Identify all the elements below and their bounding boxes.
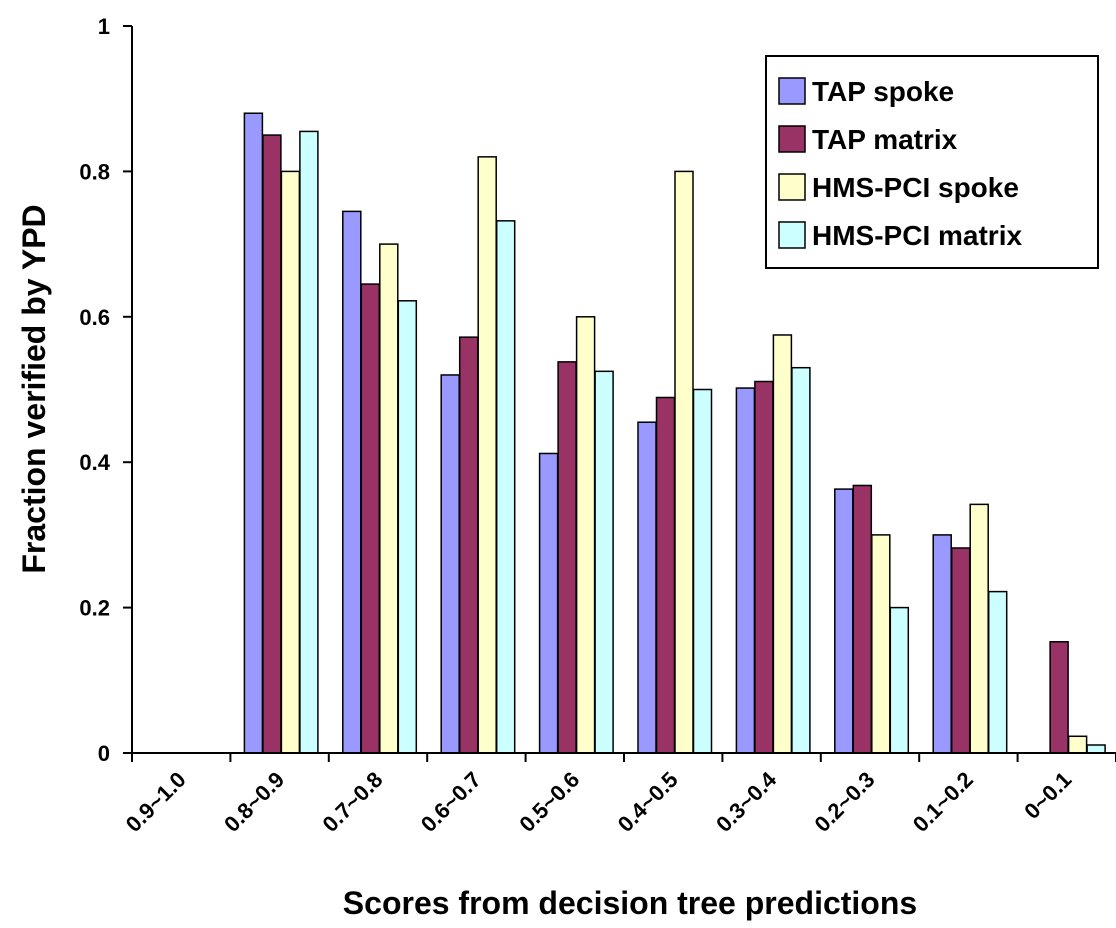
legend-swatch <box>778 221 806 249</box>
bar <box>834 488 854 754</box>
bar <box>889 606 910 754</box>
bar <box>852 484 873 754</box>
x-axis-title: Scores from decision tree predictions <box>343 885 917 921</box>
bar <box>458 336 479 754</box>
x-tick-label: 0.1~0.2 <box>908 767 978 837</box>
legend: TAP spoke TAP matrix HMS-PCI spoke HMS-PCI … <box>765 55 1099 269</box>
y-tick-label: 0.6 <box>79 305 110 330</box>
bar <box>871 534 891 754</box>
x-tick-label: 0.4~0.5 <box>613 767 683 837</box>
x-tick-label: 0.8~0.9 <box>219 767 289 837</box>
bar <box>477 156 497 754</box>
bar <box>594 370 614 754</box>
y-axis-title: Fraction verified by YPD <box>16 204 52 573</box>
legend-swatch <box>778 125 806 153</box>
bar <box>637 421 657 754</box>
x-tick-label: 0.3~0.4 <box>711 766 782 837</box>
bar <box>538 452 559 754</box>
legend-swatch <box>778 173 806 201</box>
bars <box>243 112 1106 754</box>
bar <box>262 134 282 754</box>
x-tick-label: 0.9~1.0 <box>121 767 191 837</box>
y-ticks: 0 0.2 0.4 0.6 0.8 1 <box>79 14 132 766</box>
bar <box>379 243 399 754</box>
legend-label: TAP matrix <box>812 124 958 155</box>
legend-frame <box>765 55 1099 269</box>
y-tick-label: 0.4 <box>79 450 110 475</box>
x-tick-label: 0~0.1 <box>1019 767 1076 824</box>
bar <box>1049 641 1069 754</box>
bar <box>655 396 676 754</box>
bar <box>575 316 596 754</box>
legend-label: TAP spoke <box>812 76 954 107</box>
bar <box>950 547 971 754</box>
y-tick-label: 0.2 <box>79 596 110 621</box>
legend-label: HMS-PCI spoke <box>812 172 1019 203</box>
x-tick-label: 0.2~0.3 <box>810 767 880 837</box>
bar <box>495 220 516 754</box>
bar <box>557 361 577 754</box>
y-tick-label: 0.8 <box>79 159 110 184</box>
x-tick-label: 0.7~0.8 <box>318 767 388 837</box>
bar <box>791 366 811 754</box>
bar <box>243 112 264 754</box>
x-tick-label: 0.5~0.6 <box>514 767 584 837</box>
bar <box>987 590 1008 754</box>
x-ticks: 0.9~1.0 0.8~0.9 0.7~0.8 0.6~0.7 0.5~0.6 0.4~0… <box>121 753 1116 837</box>
y-tick-label: 0 <box>98 741 110 766</box>
bar <box>932 534 952 754</box>
bar <box>280 170 301 754</box>
bar <box>692 388 713 754</box>
bar <box>674 170 694 754</box>
bar <box>969 503 989 754</box>
legend-label: HMS-PCI matrix <box>812 220 1022 251</box>
x-tick-label: 0.6~0.7 <box>416 767 486 837</box>
bar <box>754 380 774 754</box>
bar <box>397 300 418 754</box>
bar <box>1067 735 1088 754</box>
y-tick-label: 1 <box>98 14 110 39</box>
bar <box>440 374 460 754</box>
bar <box>360 283 381 754</box>
bar <box>342 210 362 754</box>
legend-swatch <box>778 77 806 105</box>
bar <box>299 130 319 754</box>
bar <box>735 387 756 754</box>
bar <box>1086 744 1106 754</box>
bar <box>772 334 793 754</box>
